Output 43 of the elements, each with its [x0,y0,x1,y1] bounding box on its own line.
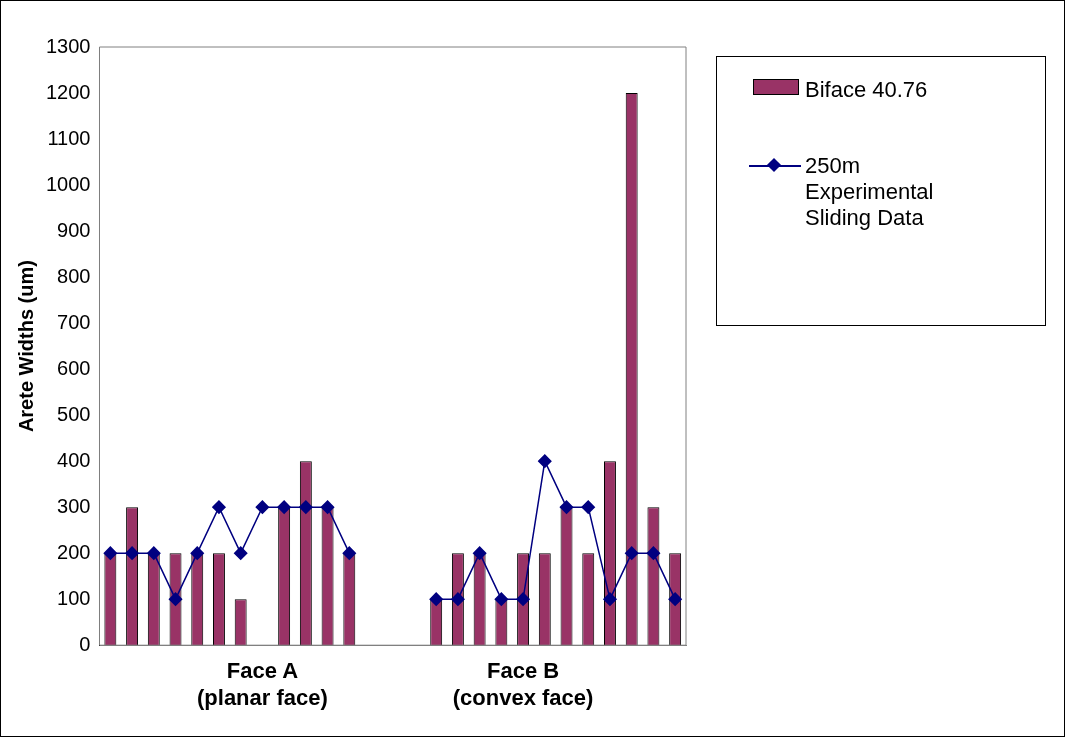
y-tick-label: 800 [57,264,91,287]
y-tick-label: 700 [57,310,91,333]
point [103,546,118,560]
point [277,500,291,514]
x-tick-label: Face B (convex face) [452,658,594,710]
y-tick-label: 200 [57,540,91,563]
point [299,500,313,514]
point [233,546,248,560]
point [429,592,443,606]
y-tick-label: 0 [79,632,91,655]
y-axis-title: Arete Widths (um) [14,260,37,433]
y-tick-label: 100 [57,586,91,609]
point [147,546,161,560]
point [494,592,509,606]
point [516,592,530,606]
y-tick-label: 1300 [45,34,91,57]
point [168,592,183,606]
point [581,500,595,514]
y-tick-label: 900 [57,218,91,241]
point [472,546,487,560]
x-tick-label: Face A (planar face) [197,658,328,710]
legend-label: 250m Experimental Sliding Data [805,153,934,231]
y-tick-label: 400 [57,448,91,471]
legend-label: Biface 40.76 [805,77,928,103]
point [190,546,204,560]
point [212,500,226,514]
point [538,454,552,468]
y-tick-label: 600 [57,356,91,379]
point [559,500,574,514]
y-tick-label: 1100 [47,126,91,149]
y-tick-label: 1200 [45,80,91,103]
point [342,546,357,560]
point [451,592,465,606]
y-tick-label: 1000 [45,172,91,195]
y-tick-label: 300 [57,494,91,517]
point [320,500,335,514]
point [125,546,139,560]
y-tick-label: 500 [57,402,91,425]
point [255,500,270,514]
point [624,546,639,560]
point [668,592,682,606]
point [646,546,661,560]
point [603,592,617,606]
